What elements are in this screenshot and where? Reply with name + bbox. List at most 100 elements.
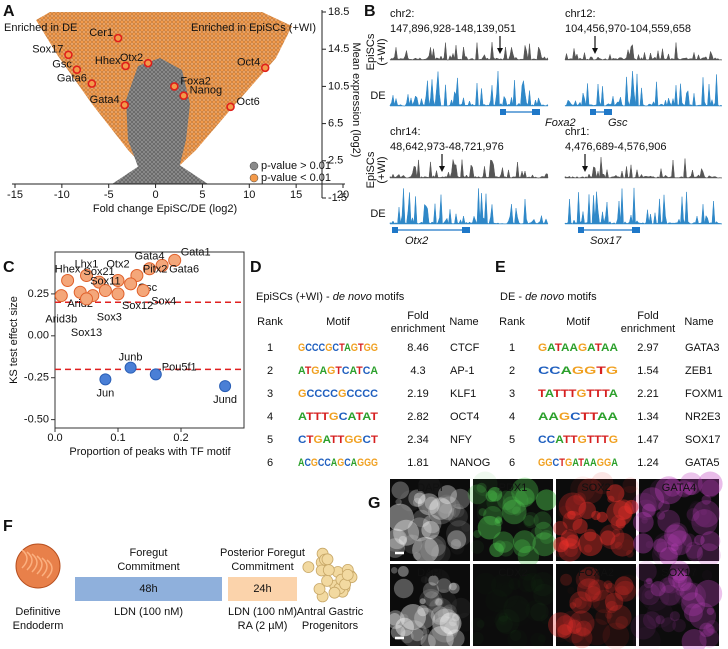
signal-blob: [705, 620, 720, 634]
signal-blob: [674, 580, 702, 608]
signal-blob: [668, 565, 682, 579]
x-tick-label: -15: [7, 189, 23, 201]
signal-blob: [412, 497, 423, 507]
signal-blob: [684, 481, 698, 495]
tf-point: [155, 258, 169, 272]
signal-blob: [496, 490, 517, 511]
locus-chrom: chr1:: [565, 126, 589, 138]
step-condition: RA (2 µM): [238, 620, 288, 632]
stain-label: SOX2: [581, 482, 610, 494]
motif-letter: A: [548, 411, 558, 423]
title-part: EpiSCs (+WI) -: [256, 291, 333, 303]
signal-blob: [635, 560, 657, 582]
gene-label: Nanog: [190, 85, 222, 97]
signal-blob: [632, 626, 661, 649]
signal-blob: [699, 622, 714, 638]
signal-blob: [633, 533, 654, 554]
signal-blob: [486, 492, 506, 512]
column-header: Rank: [257, 316, 283, 328]
signal-blob: [399, 490, 421, 512]
gene-exon: [590, 109, 596, 115]
signal-blob: [524, 585, 531, 592]
signal-blob: [428, 498, 454, 525]
motif-letter: A: [601, 342, 610, 354]
motif-letter: G: [578, 434, 587, 446]
fold-enrichment: 8.46: [407, 342, 428, 354]
signal-blob: [694, 579, 723, 608]
signal-blob: [461, 522, 471, 532]
signal-blob: [538, 634, 546, 642]
tf-point: [54, 289, 68, 303]
motif-letter: A: [547, 342, 556, 354]
signal-blob: [578, 501, 596, 520]
signal-blob: [610, 515, 626, 531]
signal-blob: [413, 552, 421, 560]
signal-blob: [492, 531, 515, 553]
signal-blob: [429, 589, 457, 617]
endoderm-fold: [21, 549, 28, 569]
locus-coords: 104,456,970-104,559,658: [565, 23, 691, 35]
signal-blob: [559, 540, 569, 550]
signal-blob: [583, 544, 593, 553]
motif-logo: ATTTGCATAT: [298, 411, 378, 423]
tf-point: [111, 273, 125, 287]
signal-blob: [565, 534, 580, 550]
signal-blob: [397, 566, 409, 577]
step-duration: 48h: [139, 583, 157, 595]
motif-letter: T: [553, 388, 561, 400]
signal-blob: [685, 541, 703, 559]
signal-blob: [513, 530, 536, 554]
signal-blob: [400, 604, 426, 630]
gene-name: Otx2: [405, 235, 428, 247]
signal-blob: [400, 629, 414, 644]
signal-blob: [645, 541, 653, 549]
signal-blob: [612, 529, 621, 537]
signal-blob: [557, 624, 572, 639]
signal-blob: [450, 488, 471, 510]
track-label: (+WI): [376, 156, 388, 183]
progenitor-cell: [341, 569, 354, 581]
signal-blob: [438, 485, 457, 505]
signal-blob: [697, 471, 723, 497]
motif-letter: T: [563, 434, 571, 446]
tf-label: Junb: [119, 352, 143, 364]
signal-blob: [664, 524, 687, 547]
motif-letter: G: [311, 365, 319, 377]
motif-letter: T: [306, 411, 314, 423]
motif-letter: G: [576, 388, 586, 400]
signal-blob: [572, 518, 588, 534]
signal-blob: [604, 592, 624, 611]
y2-tick-label: 6.5: [328, 118, 343, 130]
signal-blob: [642, 503, 656, 518]
y-tick-label: -0.25: [24, 372, 49, 384]
motif-letter: A: [351, 457, 357, 469]
motif-letter: A: [583, 457, 590, 469]
signal-blob: [508, 578, 520, 590]
signal-blob: [391, 567, 398, 574]
y2-tick-label: 10.5: [328, 80, 349, 92]
signal-blob: [437, 606, 455, 623]
motif-letter: T: [587, 434, 595, 446]
signal-blob: [567, 587, 574, 594]
signal-track: [389, 188, 549, 225]
motif-letter: A: [538, 411, 548, 423]
signal-blob: [452, 613, 460, 622]
signal-blob: [476, 482, 487, 493]
signal-blob: [569, 602, 577, 609]
motif-letter: T: [569, 388, 577, 400]
motif-letter: T: [589, 411, 598, 423]
signal-blob: [699, 628, 719, 648]
rank: 2: [267, 365, 273, 377]
motif-letter: T: [586, 388, 594, 400]
gene-point: [260, 63, 270, 73]
step-title: Commitment: [231, 561, 293, 573]
signal-blob: [449, 618, 457, 627]
motif-letter: G: [597, 457, 604, 469]
locus-coords: 48,642,973-48,721,976: [390, 141, 504, 153]
signal-blob: [489, 542, 504, 558]
signal-blob: [515, 487, 535, 507]
signal-blob: [591, 568, 599, 576]
rank: 5: [267, 434, 273, 446]
peak-arrowhead: [592, 48, 598, 54]
signal-blob: [694, 534, 705, 546]
